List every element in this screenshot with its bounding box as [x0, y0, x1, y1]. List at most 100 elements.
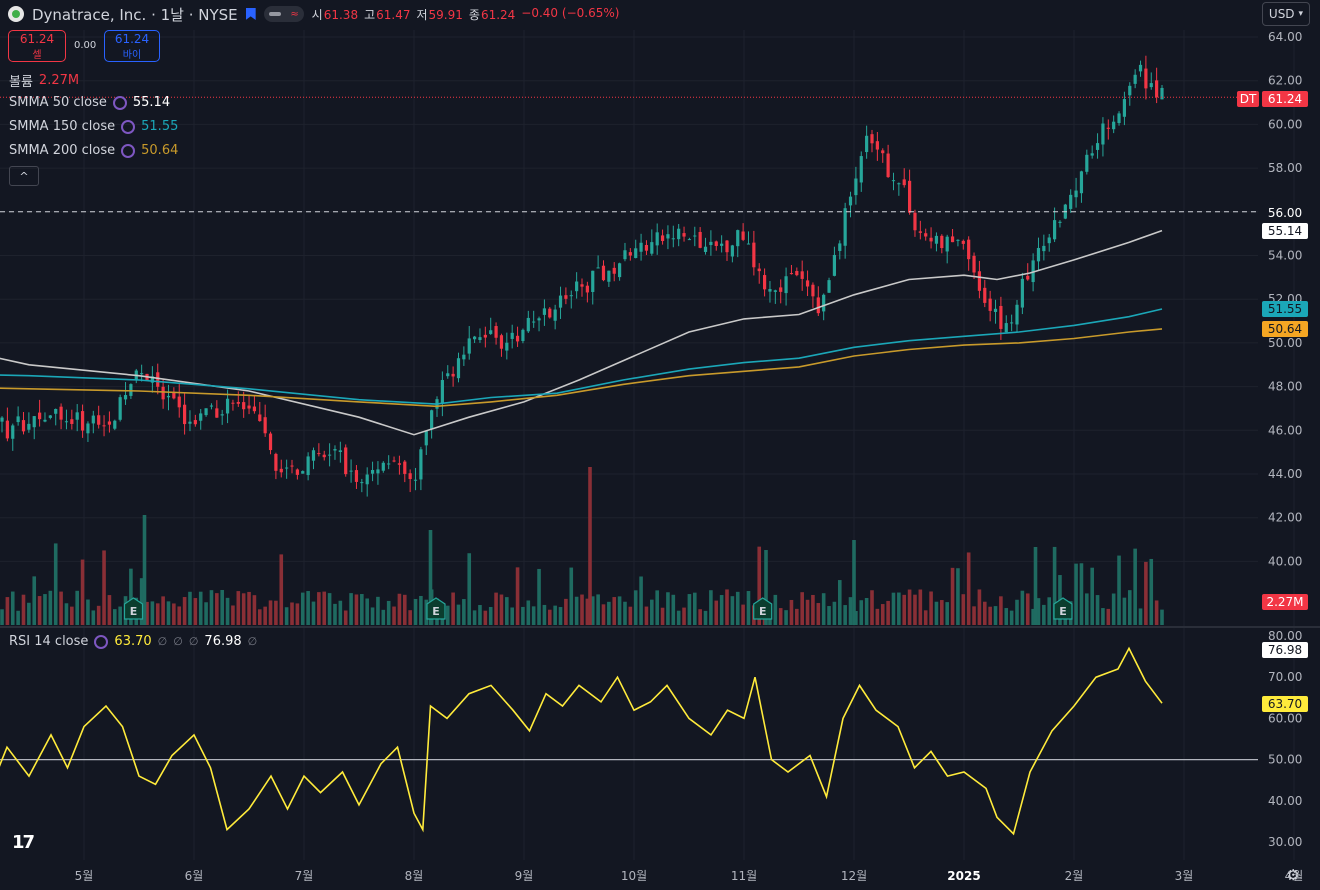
candle-body	[1042, 245, 1046, 252]
ohlc-values: 시61.38 고61.47 저59.91 종61.24 −0.40 (−0.65%)	[312, 6, 620, 23]
candle-body	[843, 208, 847, 246]
candle-body	[424, 430, 428, 446]
candle-body	[693, 235, 697, 237]
spread-value: 0.00	[74, 40, 97, 51]
currency-label: USD	[1268, 7, 1295, 21]
visibility-toggle[interactable]: ≈	[263, 6, 304, 22]
volume-bar	[800, 592, 804, 625]
candle-body	[956, 239, 960, 241]
currency-select[interactable]: USD ▾	[1262, 2, 1310, 26]
sync-icon[interactable]	[121, 143, 136, 158]
candle-body	[467, 338, 471, 354]
candle-body	[430, 410, 434, 430]
candle-body	[1106, 127, 1110, 129]
sell-label: 셀	[32, 49, 42, 61]
legend-smma50[interactable]: SMMA 50 close 55.14	[9, 95, 170, 110]
legend-smma150[interactable]: SMMA 150 close 51.55	[9, 119, 178, 134]
rsi-pane	[0, 646, 1258, 836]
volume-bar	[886, 600, 890, 625]
candle-body	[564, 295, 568, 299]
time-tick-label: 12월	[841, 869, 867, 883]
candle-body	[1031, 260, 1035, 283]
symbol-title[interactable]: Dynatrace, Inc. · 1날 · NYSE	[32, 5, 238, 24]
time-tick-label: 6월	[185, 869, 204, 883]
volume-bar	[284, 607, 289, 625]
volume-bar	[1079, 563, 1084, 625]
volume-bar	[547, 609, 552, 625]
candle-body	[913, 212, 917, 231]
volume-bar	[472, 610, 477, 625]
rsi-tick-label: 60.00	[1268, 711, 1302, 725]
volume-bar	[311, 601, 316, 625]
candle-body	[129, 384, 133, 396]
candle-body	[306, 456, 310, 476]
candle-body	[537, 318, 541, 321]
chevron-down-icon: ▾	[1298, 9, 1304, 19]
earnings-marker-label: E	[130, 605, 138, 618]
volume-bar	[735, 591, 740, 625]
rsi-value-tag: 63.70	[1262, 696, 1308, 712]
candle-body	[977, 271, 982, 291]
candle-body	[150, 376, 154, 383]
sell-button[interactable]: 61.24 셀	[8, 30, 66, 62]
candle-body	[730, 245, 734, 257]
price-axis[interactable]: 64.0062.0060.0058.0056.0054.0052.0050.00…	[1268, 30, 1302, 849]
volume-bar	[666, 592, 670, 625]
collapse-legend-button[interactable]: ^	[9, 166, 39, 186]
volume-bar	[854, 610, 858, 625]
candle-body	[988, 298, 992, 311]
candle-body	[279, 468, 283, 473]
volume-bar	[295, 603, 300, 625]
price-tick-label: 62.00	[1268, 74, 1302, 88]
candle-body	[161, 386, 165, 400]
candle-body	[97, 415, 101, 425]
price-tick-label: 44.00	[1268, 467, 1302, 481]
legend-volume[interactable]: 볼륨 2.27M	[9, 71, 79, 90]
volume-bar	[1042, 604, 1046, 625]
candle-body	[789, 273, 794, 275]
candle-body	[11, 425, 15, 439]
candle-body	[585, 285, 589, 293]
volume-bar	[730, 596, 735, 625]
candle-body	[1020, 278, 1024, 308]
sync-icon[interactable]	[121, 119, 136, 134]
candle-body	[897, 183, 901, 185]
tradingview-logo-icon[interactable]: 17	[12, 832, 35, 853]
candle-body	[365, 474, 369, 485]
volume-bar	[988, 606, 992, 625]
sync-icon[interactable]	[94, 634, 109, 649]
candle-body	[505, 342, 509, 351]
candle-body	[838, 243, 842, 251]
time-axis[interactable]: 5월 6월 7월 8월 9월 10월 11월 12월 2025 2월 3월 4월	[75, 869, 1304, 883]
volume-bar	[338, 600, 343, 625]
legend-rsi[interactable]: RSI 14 close 63.70 ∅ ∅ ∅ 76.98 ∅	[9, 634, 257, 649]
candle-body	[580, 284, 584, 287]
volume-bar	[977, 589, 982, 625]
buy-button[interactable]: 61.24 바이	[104, 30, 160, 62]
candle-body	[945, 236, 949, 252]
price-tick-label: 64.00	[1268, 30, 1302, 44]
volume-bar	[719, 595, 724, 625]
volume-bar	[837, 580, 842, 625]
volume-bar	[155, 603, 160, 625]
volume-bars	[0, 467, 1164, 625]
legend-smma200[interactable]: SMMA 200 close 50.64	[9, 143, 178, 158]
candle-body	[64, 421, 69, 423]
volume-bar	[112, 609, 117, 625]
candle-body	[1101, 123, 1105, 145]
gear-icon[interactable]: ⚙	[1286, 866, 1300, 884]
price-tick-label: 60.00	[1268, 117, 1302, 131]
sync-icon[interactable]	[112, 95, 127, 110]
volume-bar	[1031, 608, 1035, 625]
bookmark-flag-icon[interactable]	[245, 8, 256, 20]
candle-body	[54, 408, 58, 414]
volume-bar	[5, 597, 10, 625]
candle-body	[188, 421, 192, 424]
legend-smma150-value: 51.55	[141, 119, 179, 134]
candle-body	[381, 462, 385, 471]
volume-bar	[950, 567, 955, 625]
volume-bar	[386, 600, 391, 625]
